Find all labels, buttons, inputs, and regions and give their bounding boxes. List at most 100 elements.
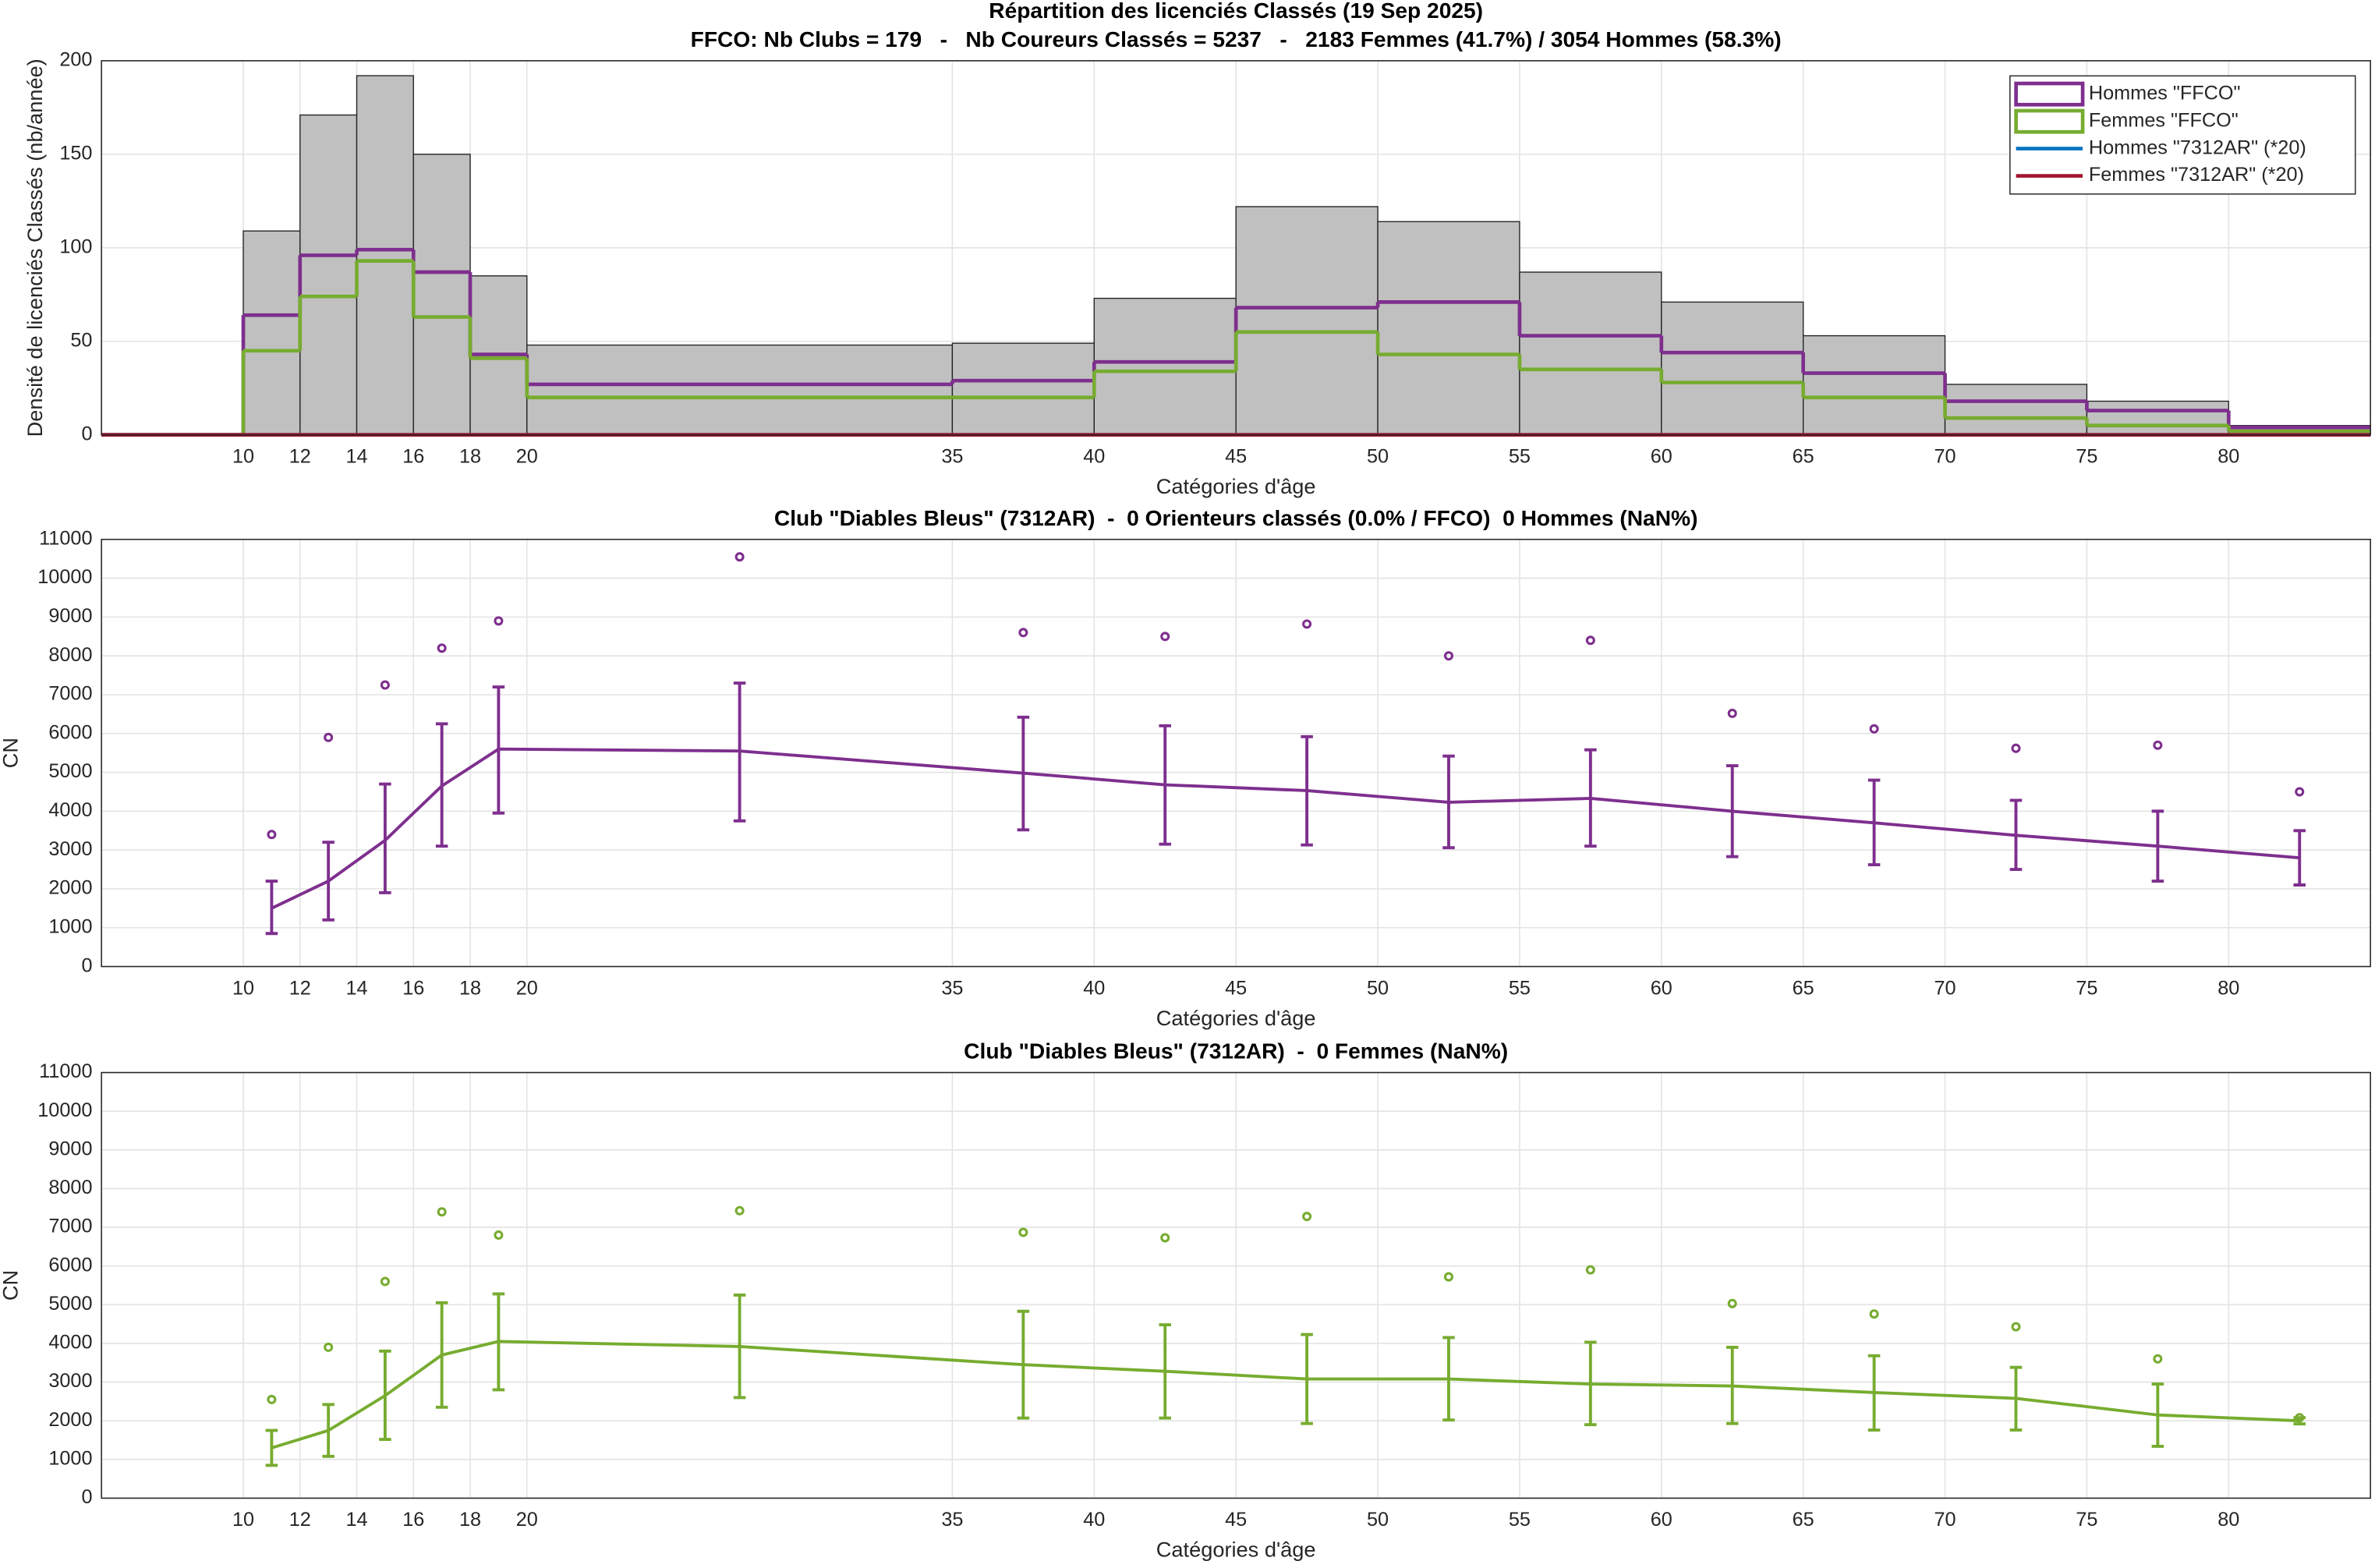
y-tick-label: 100 — [59, 235, 92, 257]
error-bar — [1726, 1345, 1739, 1425]
error-bar — [265, 1428, 278, 1467]
x-tick-label: 40 — [1083, 977, 1105, 999]
x-tick-label: 12 — [289, 977, 311, 999]
error-bar — [2151, 1382, 2164, 1448]
y-tick-label: 6000 — [48, 721, 92, 743]
histogram-bar — [2086, 400, 2229, 436]
outlier-point — [1869, 1309, 1879, 1319]
chart-title: Club "Diables Bleus" (7312AR) - 0 Orient… — [774, 506, 1698, 530]
x-tick-label: 45 — [1225, 1509, 1247, 1531]
error-bar — [1159, 724, 1171, 846]
x-axis-label: Catégories d'âge — [1156, 1006, 1316, 1030]
x-tick-label: 75 — [2076, 1509, 2097, 1531]
histogram-bar — [951, 342, 1095, 436]
x-tick-label: 35 — [941, 977, 963, 999]
outlier-point — [380, 1276, 390, 1287]
chart-title: Club "Diables Bleus" (7312AR) - 0 Femmes… — [964, 1039, 1508, 1064]
error-bar — [1442, 1336, 1455, 1422]
x-tick-label: 80 — [2217, 446, 2239, 468]
x-tick-label: 40 — [1083, 446, 1105, 468]
x-tick-label: 55 — [1509, 977, 1531, 999]
x-tick-label: 75 — [2076, 446, 2097, 468]
outlier-point — [1018, 628, 1028, 638]
histogram-bar — [1944, 384, 2088, 436]
outlier-point — [1160, 632, 1170, 642]
legend-swatch — [2014, 108, 2085, 134]
y-tick-label: 0 — [81, 1486, 92, 1508]
error-bar — [1867, 1354, 1881, 1432]
x-tick-label: 16 — [402, 446, 424, 468]
outlier-point — [1869, 724, 1879, 734]
x-tick-label: 45 — [1225, 977, 1247, 999]
legend-label: Femmes "7312AR" (*20) — [2089, 164, 2304, 186]
outlier-point — [1018, 1227, 1028, 1237]
outlier-point — [1160, 1233, 1170, 1243]
histogram-bar — [1661, 301, 1804, 436]
outlier-point — [324, 1342, 334, 1352]
chart-title: Répartition des licenciés Classés (19 Se… — [989, 0, 1483, 23]
outlier-point — [1302, 619, 1312, 629]
outlier-point — [2011, 1322, 2021, 1332]
error-bar — [2009, 1365, 2023, 1432]
outlier-point — [2011, 743, 2021, 753]
error-bar — [1017, 715, 1030, 832]
error-bar — [492, 1292, 505, 1392]
y-tick-label: 7000 — [48, 683, 92, 705]
y-tick-label: 10000 — [37, 566, 92, 588]
x-tick-label: 35 — [941, 1509, 963, 1531]
y-tick-label: 11000 — [39, 527, 92, 549]
y-tick-label: 4000 — [48, 799, 92, 821]
y-tick-label: 11000 — [39, 1060, 92, 1082]
x-tick-label: 80 — [2217, 977, 2239, 999]
outlier-point — [1585, 635, 1595, 646]
y-tick-label: 1000 — [48, 915, 92, 937]
error-bar — [1301, 734, 1313, 847]
y-tick-label: 0 — [81, 423, 92, 444]
legend-label: Hommes "7312AR" (*20) — [2089, 136, 2306, 158]
error-bar — [435, 722, 448, 848]
x-tick-label: 65 — [1793, 977, 1814, 999]
error-bar — [733, 1293, 746, 1400]
error-bar — [1584, 748, 1597, 848]
outlier-point — [380, 680, 390, 690]
x-tick-label: 35 — [941, 446, 963, 468]
outlier-point — [267, 830, 277, 840]
step-line — [101, 259, 2371, 437]
x-tick-label: 60 — [1651, 1509, 1672, 1531]
x-tick-label: 12 — [289, 1509, 311, 1531]
x-tick-label: 18 — [459, 446, 481, 468]
error-bar — [1442, 754, 1455, 850]
outlier-point — [494, 616, 504, 626]
subplot: 10 12 14 16 18 20 35 40 45 50 55 60 65 70 75 80 0 1000 200… — [0, 506, 2371, 1030]
error-bar — [1867, 778, 1881, 867]
x-tick-label: 55 — [1509, 1509, 1531, 1531]
error-bar — [322, 841, 334, 922]
legend-label: Femmes "FFCO" — [2089, 109, 2239, 131]
y-tick-label: 6000 — [48, 1254, 92, 1276]
error-bar — [2293, 829, 2306, 887]
outlier-point — [2295, 1413, 2305, 1423]
x-tick-label: 60 — [1651, 446, 1672, 468]
histogram-bar — [356, 75, 414, 436]
error-bar — [379, 1349, 391, 1441]
mean-line — [271, 747, 2300, 910]
x-tick-label: 65 — [1793, 446, 1814, 468]
outlier-point — [1585, 1265, 1595, 1275]
x-tick-label: 10 — [232, 1509, 254, 1531]
outlier-point — [734, 1205, 745, 1216]
histogram-bar — [299, 114, 358, 436]
error-bar — [322, 1403, 334, 1458]
outlier-point — [1727, 1298, 1737, 1308]
y-tick-label: 2000 — [48, 877, 92, 899]
y-tick-label: 0 — [81, 954, 92, 976]
histogram-bar — [412, 154, 471, 436]
x-tick-label: 70 — [1934, 1509, 1956, 1531]
x-tick-label: 70 — [1934, 977, 1956, 999]
error-bar — [1301, 1333, 1313, 1425]
x-tick-label: 10 — [232, 977, 254, 999]
y-tick-label: 1000 — [48, 1447, 92, 1469]
error-bar — [379, 782, 391, 894]
y-tick-label: 10000 — [37, 1099, 92, 1121]
x-tick-label: 16 — [402, 1509, 424, 1531]
